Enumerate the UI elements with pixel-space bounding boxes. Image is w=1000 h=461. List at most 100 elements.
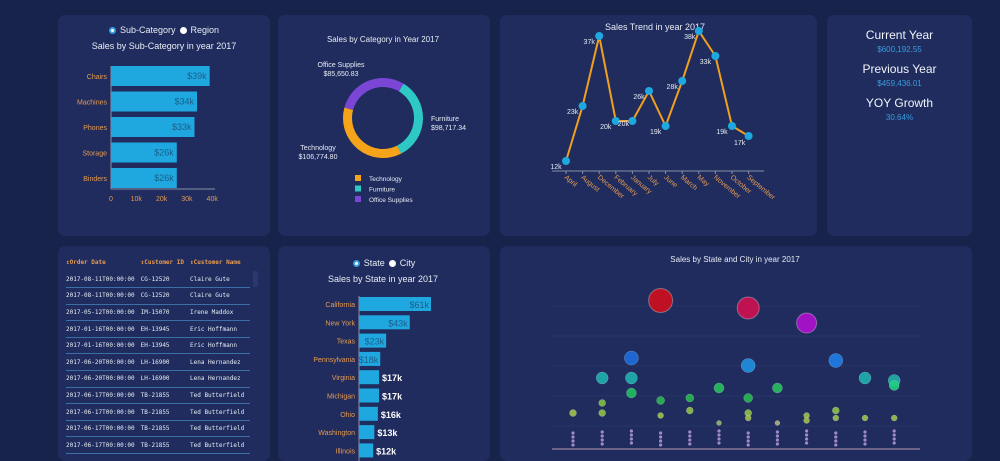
cell-customer-id: LH-16900 — [140, 370, 190, 388]
bar — [111, 66, 210, 86]
bar-value-label: $17k — [382, 392, 403, 402]
city-bubble — [743, 393, 753, 403]
table-row[interactable]: 2017-08-11T00:00:00 CG-12520 Claire Gute — [66, 287, 251, 305]
small-city-bubble — [892, 429, 896, 433]
small-city-bubble — [717, 441, 721, 445]
small-city-bubble — [717, 429, 721, 433]
slice-value-label: $85,650.83 — [323, 71, 358, 78]
small-city-bubble — [629, 437, 633, 441]
city-bubble — [740, 358, 756, 373]
kpi-label: Current Year — [865, 28, 934, 42]
table-row[interactable]: 2017-01-16T00:00:00 EH-13945 Eric Hoffmann — [66, 337, 251, 355]
table-row[interactable]: 2017-06-17T00:00:00 TB-21855 Ted Butterfie… — [66, 387, 251, 405]
data-label: 23k — [567, 109, 579, 116]
bar-value-label: $61k — [409, 300, 429, 310]
data-label: 37k — [584, 39, 596, 46]
small-city-bubble — [892, 433, 896, 437]
radio-region-label[interactable]: Region — [190, 25, 220, 35]
table-row[interactable]: 2017-06-20T00:00:00 LH-16900 Lena Hernande… — [66, 353, 251, 372]
city-bubble — [832, 406, 840, 415]
column-header-order-date[interactable]: ↕Order Date — [66, 259, 106, 266]
legend-label: Technology — [369, 176, 403, 183]
small-city-bubble — [746, 435, 750, 439]
data-label: 17k — [734, 140, 746, 147]
cell-customer-id: TB-21855 — [140, 387, 190, 405]
kpi-value: 30.64% — [885, 113, 914, 122]
radio-city[interactable] — [388, 259, 396, 267]
city-bubble — [685, 393, 695, 403]
small-city-bubble — [805, 441, 809, 445]
bar-value-label: $23k — [365, 337, 385, 347]
small-city-bubble — [629, 433, 633, 437]
radio-subcategory[interactable] — [108, 26, 116, 34]
city-bubble — [803, 417, 810, 424]
trend-line — [565, 28, 750, 162]
orders-table: ↕Order Date ↕Customer ID ↕Customer Name … — [66, 254, 251, 455]
legend-swatch — [355, 175, 361, 181]
data-point — [728, 122, 736, 130]
bar-value-label: $17k — [382, 373, 403, 383]
city-bubble — [569, 409, 577, 417]
city-bubble — [713, 382, 725, 394]
slice-name-label: Office Supplies — [318, 62, 365, 69]
city-bubble — [598, 409, 606, 417]
cell-customer-id: EH-13945 — [140, 337, 190, 355]
radio-region[interactable] — [179, 26, 187, 34]
slice-name-label: Furniture — [431, 116, 459, 123]
column-header-customer-id[interactable]: ↕Customer ID — [140, 259, 184, 266]
table-row[interactable]: 2017-06-20T00:00:00 LH-16900 Lena Hernande… — [66, 370, 251, 388]
category-label: Binders — [83, 176, 107, 183]
table-row[interactable]: 2017-01-16T00:00:00 EH-13945 Eric Hoffmann — [66, 320, 251, 338]
data-label: 20k — [600, 124, 612, 131]
category-label: New York — [325, 320, 355, 327]
column-header-customer-name[interactable]: ↕Customer Name — [190, 259, 241, 266]
small-city-bubble — [805, 433, 809, 437]
table-row[interactable]: 2017-06-17T00:00:00 TB-21855 Ted Butterfie… — [66, 436, 251, 455]
radio-state[interactable] — [352, 259, 360, 267]
table-scrollbar[interactable] — [253, 271, 258, 287]
radio-state-label[interactable]: State — [363, 258, 385, 268]
sales-trend-line-chart: Sales Trend in year 2017 12kApril23kAugu… — [550, 22, 776, 202]
data-point — [694, 27, 703, 35]
city-bubble — [626, 387, 637, 399]
kpi-current-year: Current Year $600,192.55 — [827, 28, 972, 54]
table-row[interactable]: 2017-06-17T00:00:00 TB-21855 Ted Butterfie… — [66, 403, 251, 421]
city-bubble — [744, 414, 752, 422]
cell-customer-name: Lena Hernandez — [190, 370, 251, 388]
table-row[interactable]: 2017-05-12T00:00:00 IM-15070 Irene Maddox — [66, 304, 251, 322]
slice-value-label: $98,717.34 — [431, 125, 466, 132]
radio-subcategory-label[interactable]: Sub-Category — [119, 25, 176, 35]
cell-customer-id: IM-15070 — [140, 304, 190, 322]
small-city-bubble — [571, 439, 575, 443]
small-city-bubble — [746, 431, 750, 435]
tick-label: 0 — [109, 196, 113, 203]
city-bubble — [890, 414, 898, 422]
radio-city-label[interactable]: City — [399, 258, 416, 268]
tick-label: 20k — [156, 196, 168, 203]
data-point — [611, 117, 620, 125]
bar — [359, 315, 410, 330]
city-bubble — [858, 371, 872, 385]
subcategory-radio-group: Sub-Category Region — [58, 25, 270, 35]
table-row[interactable]: 2017-06-17T00:00:00 TB-21855 Ted Butterfie… — [66, 420, 251, 438]
state-panel: State City Sales by State in year 2017 C… — [278, 246, 490, 461]
x-tick-label: June — [662, 174, 678, 189]
bar — [359, 406, 378, 421]
cell-order-date: 2017-06-20T00:00:00 — [66, 370, 141, 388]
bar — [359, 443, 374, 458]
small-city-bubble — [659, 439, 663, 443]
cell-customer-id: CG-12520 — [140, 287, 190, 305]
data-label: 33k — [700, 59, 712, 66]
chart-title: Sales by Sub-Category in year 2017 — [92, 41, 237, 51]
slice-value-label: $106,774.80 — [299, 154, 338, 161]
cell-customer-name: Irene Maddox — [190, 304, 251, 322]
table-row[interactable]: 2017-08-11T00:00:00 CG-12520 Claire Gute — [66, 271, 251, 289]
category-label: Michigan — [327, 394, 355, 401]
cell-customer-name: Ted Butterfield — [190, 387, 251, 405]
chart-title: Sales by Category in Year 2017 — [327, 35, 440, 44]
cell-customer-id: EH-13945 — [140, 320, 190, 338]
bar — [359, 425, 375, 440]
data-point — [562, 157, 570, 165]
legend-label: Office Supplies — [369, 197, 413, 204]
cell-customer-id: TB-21855 — [140, 403, 190, 421]
